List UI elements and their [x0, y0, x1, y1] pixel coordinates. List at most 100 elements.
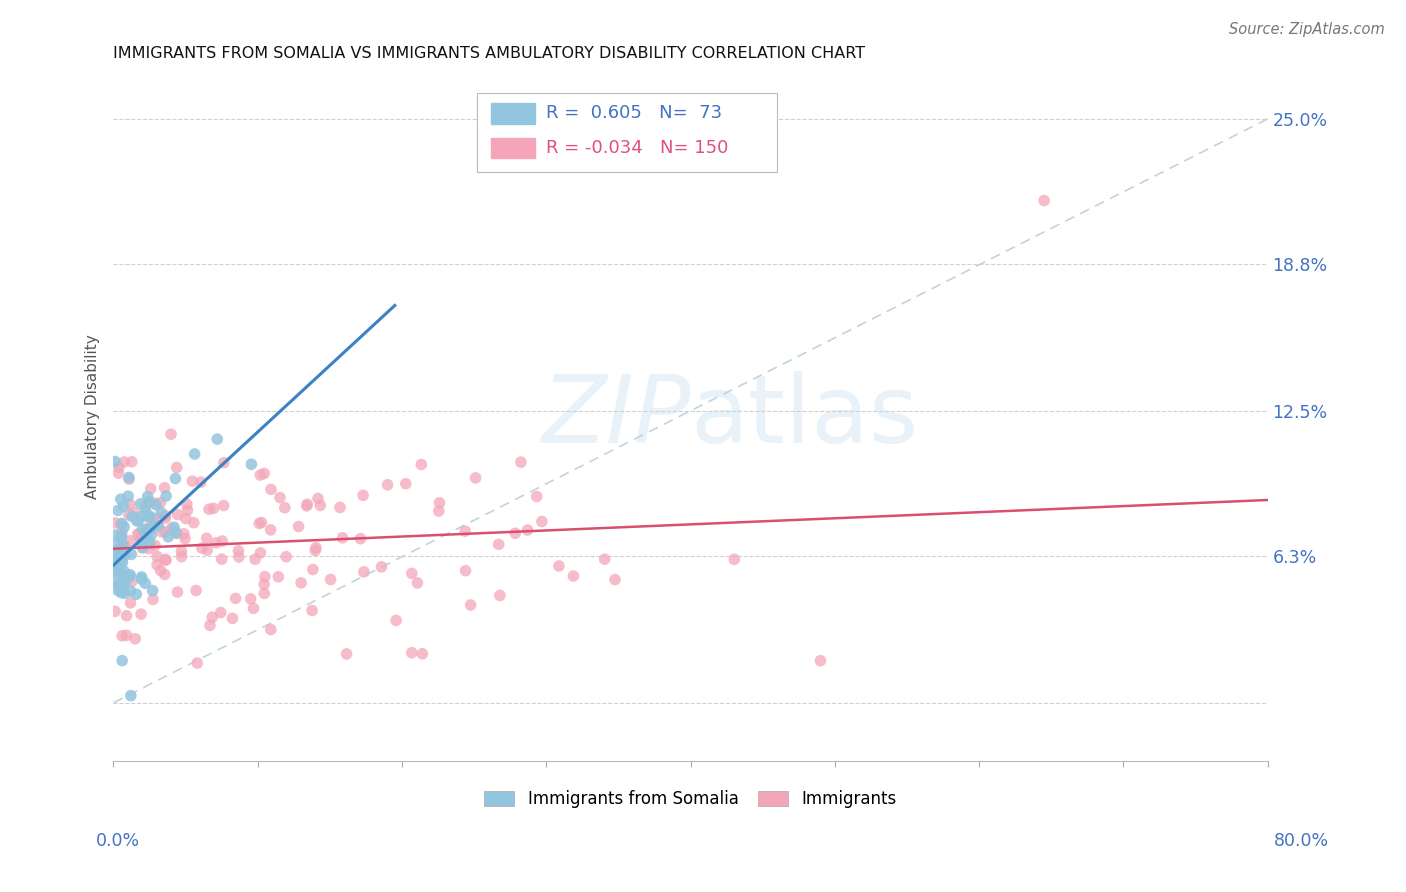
Point [195, 543, 218, 558]
Point [129, 509, 152, 524]
Bar [491, 137, 534, 158]
Point [124, 632, 146, 646]
Point [242, 601, 264, 615]
Point [153, 508, 176, 523]
Point [145, 498, 167, 512]
Point [117, 489, 139, 503]
Point [153, 567, 176, 582]
Point [136, 490, 159, 504]
Point [115, 608, 138, 623]
Point [155, 553, 177, 567]
Point [111, 516, 134, 531]
Point [107, 579, 129, 593]
Point [104, 604, 127, 618]
Point [107, 503, 129, 517]
Point [260, 623, 283, 637]
Point [129, 497, 152, 511]
Point [112, 455, 135, 469]
Point [202, 501, 225, 516]
Point [135, 531, 157, 545]
Point [131, 536, 153, 550]
Point [155, 511, 177, 525]
Point [149, 564, 172, 578]
Point [411, 458, 433, 472]
Point [155, 489, 177, 503]
Point [225, 591, 247, 606]
Point [104, 516, 127, 530]
Point [305, 541, 328, 555]
Point [593, 552, 616, 566]
Point [170, 544, 193, 558]
Point [138, 535, 160, 549]
Point [212, 456, 235, 470]
Point [111, 553, 134, 567]
Text: Source: ZipAtlas.com: Source: ZipAtlas.com [1229, 22, 1385, 37]
Point [190, 475, 212, 489]
Point [139, 509, 162, 524]
Text: ZIP: ZIP [541, 371, 690, 462]
Point [401, 646, 423, 660]
Point [114, 574, 136, 589]
Point [427, 504, 450, 518]
Point [454, 524, 477, 538]
Point [142, 592, 165, 607]
Point [112, 520, 135, 534]
Point [530, 515, 553, 529]
Point [174, 532, 197, 546]
Point [429, 496, 451, 510]
Point [115, 628, 138, 642]
Point [526, 490, 548, 504]
Point [302, 562, 325, 576]
Point [112, 582, 135, 597]
Point [138, 508, 160, 523]
Point [287, 519, 309, 533]
Point [165, 525, 187, 540]
Point [135, 523, 157, 537]
Point [810, 654, 832, 668]
Point [211, 552, 233, 566]
Point [290, 575, 312, 590]
Point [253, 577, 276, 591]
Point [295, 497, 318, 511]
Point [205, 536, 228, 550]
Point [489, 589, 512, 603]
Point [166, 508, 188, 522]
Point [247, 516, 270, 531]
Point [183, 447, 205, 461]
Point [132, 540, 155, 554]
Point [104, 550, 127, 565]
Point [723, 552, 745, 566]
Point [240, 457, 263, 471]
Point [112, 586, 135, 600]
Point [195, 531, 218, 545]
Point [274, 500, 297, 515]
Point [207, 432, 229, 446]
Point [112, 568, 135, 582]
Point [170, 549, 193, 564]
Point [108, 561, 131, 575]
Point [307, 491, 329, 506]
Point [118, 508, 141, 522]
Point [110, 531, 132, 545]
Text: IMMIGRANTS FROM SOMALIA VS IMMIGRANTS AMBULATORY DISABILITY CORRELATION CHART: IMMIGRANTS FROM SOMALIA VS IMMIGRANTS AM… [114, 46, 866, 62]
Point [301, 603, 323, 617]
Point [112, 539, 135, 553]
Point [295, 499, 318, 513]
Point [186, 656, 208, 670]
Point [138, 523, 160, 537]
Point [253, 467, 276, 481]
Point [249, 468, 271, 483]
Point [111, 574, 134, 589]
Point [120, 689, 142, 703]
Point [253, 586, 276, 600]
Point [149, 496, 172, 510]
Point [112, 500, 135, 514]
Point [165, 471, 187, 485]
Point [488, 537, 510, 551]
Point [352, 488, 374, 502]
Point [176, 503, 198, 517]
Point [503, 526, 526, 541]
Point [395, 476, 418, 491]
Point [267, 570, 290, 584]
Point [155, 552, 177, 566]
